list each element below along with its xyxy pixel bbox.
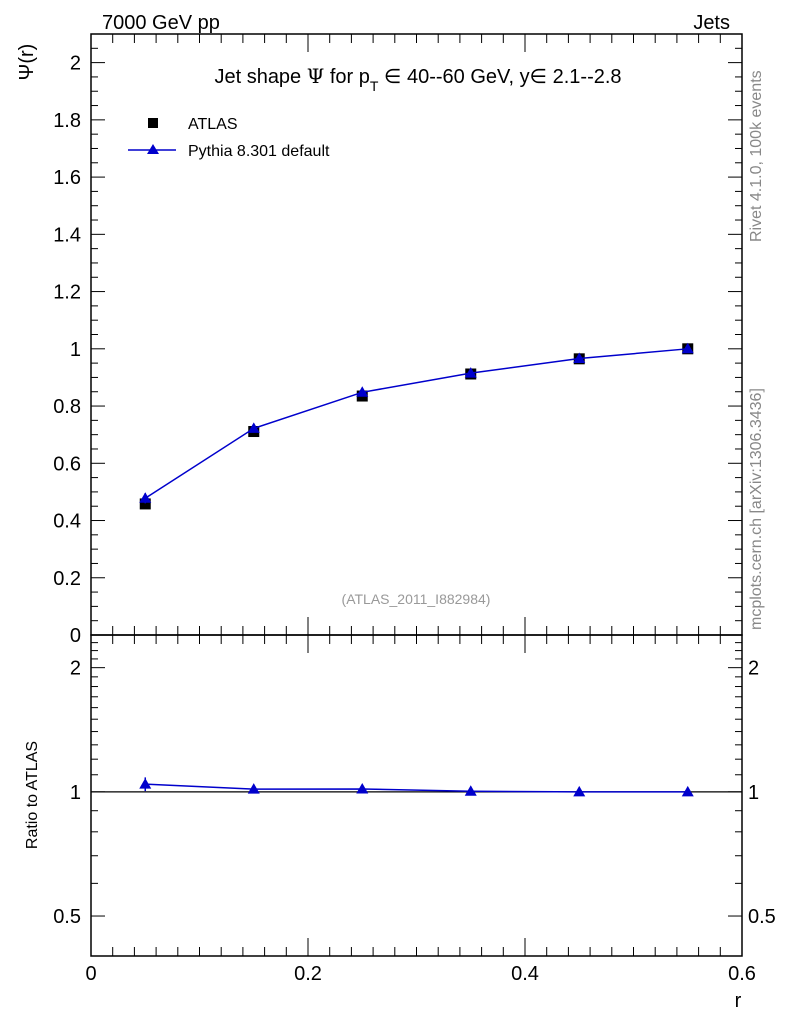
main-ytick-label: 1.6 xyxy=(53,167,81,189)
pythia-point xyxy=(356,386,369,397)
main-ylabel: Ψ(r) xyxy=(16,44,38,81)
legend-pythia-marker xyxy=(147,144,159,154)
ratio-xtick-label: 0.6 xyxy=(728,963,756,985)
main-ytick-label: 0.2 xyxy=(53,568,81,590)
ratio-pythia-point xyxy=(573,785,586,797)
ratio-panel: 0 0.2 0.4 0.6 0.5 0.5 1 1 2 2 Ratio to ATLAS r xyxy=(24,634,776,1012)
title-prefix: Jet shape xyxy=(214,66,306,88)
legend-atlas-marker xyxy=(148,118,158,128)
header-right: Jets xyxy=(693,12,730,34)
pythia-point xyxy=(573,352,586,364)
main-ytick-label: 1 xyxy=(70,339,81,361)
ratio-ytick-label: 2 xyxy=(70,658,81,680)
main-ytick-label: 0.6 xyxy=(53,453,81,475)
ratio-ytick-label-right: 2 xyxy=(748,658,759,680)
ratio-ytick-label: 0.5 xyxy=(53,906,81,928)
main-ytick-label: 0 xyxy=(70,625,81,647)
pythia-point xyxy=(247,422,260,433)
ratio-ylabel: Ratio to ATLAS xyxy=(24,741,41,849)
title-psi: Ψ xyxy=(307,64,325,88)
ratio-ytick-label-right: 0.5 xyxy=(748,906,776,928)
title-mid: for p xyxy=(324,66,370,88)
ratio-pythia-point xyxy=(464,785,477,796)
legend: ATLAS Pythia 8.301 default xyxy=(128,116,330,160)
main-ytick-label: 1.2 xyxy=(53,282,81,304)
main-ytick-label: 0.8 xyxy=(53,396,81,418)
pythia-point xyxy=(681,342,694,354)
main-ticks: 0 0.2 0.4 0.6 0.8 1 1.2 1.4 1.6 1.8 2 xyxy=(53,33,743,647)
title-suffix: ∈ 40--60 GeV, y∈ 2.1--2.8 xyxy=(378,66,621,88)
ratio-pythia-line xyxy=(145,783,688,793)
ratio-ticks: 0 0.2 0.4 0.6 0.5 0.5 1 1 2 2 xyxy=(53,635,776,985)
main-title: Jet shape Ψ for pT ∈ 40--60 GeV, y∈ 2.1-… xyxy=(214,64,621,94)
ratio-ytick-label-right: 1 xyxy=(748,782,759,804)
ratio-xtick-label: 0.2 xyxy=(294,963,322,985)
ratio-pythia-point xyxy=(247,783,260,794)
title-subscript: T xyxy=(370,78,379,94)
pythia-line xyxy=(144,348,688,499)
legend-atlas-label: ATLAS xyxy=(188,116,238,133)
pythia-point xyxy=(464,367,477,378)
main-panel: 0 0.2 0.4 0.6 0.8 1 1.2 1.4 1.6 1.8 2 Jet shape Ψ … xyxy=(16,33,743,647)
pythia-point xyxy=(139,492,152,503)
main-marks xyxy=(139,342,694,510)
ratio-pythia-point xyxy=(356,782,369,794)
main-ytick-label: 2 xyxy=(70,53,81,75)
main-ytick-label: 1.8 xyxy=(53,110,81,132)
ratio-pythia-point xyxy=(139,778,152,789)
ratio-ytick-label: 1 xyxy=(70,782,81,804)
ratio-pythia-point xyxy=(681,785,694,797)
ratio-xlabel: r xyxy=(735,990,742,1012)
main-ytick-label: 0.4 xyxy=(53,511,81,533)
side-rivet-label: Rivet 4.1.0, 100k events xyxy=(748,70,765,242)
main-ytick-label: 1.4 xyxy=(53,224,81,246)
ratio-xtick-label: 0.4 xyxy=(511,963,539,985)
analysis-watermark: (ATLAS_2011_I882984) xyxy=(342,591,491,607)
side-mcplots-label: mcplots.cern.ch [arXiv:1306.3436] xyxy=(748,388,765,630)
ratio-frame xyxy=(90,634,743,957)
ratio-xtick-label: 0 xyxy=(85,963,96,985)
atlas-point xyxy=(139,498,151,510)
ratio-marks xyxy=(139,777,694,797)
legend-pythia-label: Pythia 8.301 default xyxy=(188,143,330,160)
header-left: 7000 GeV pp xyxy=(102,12,220,34)
